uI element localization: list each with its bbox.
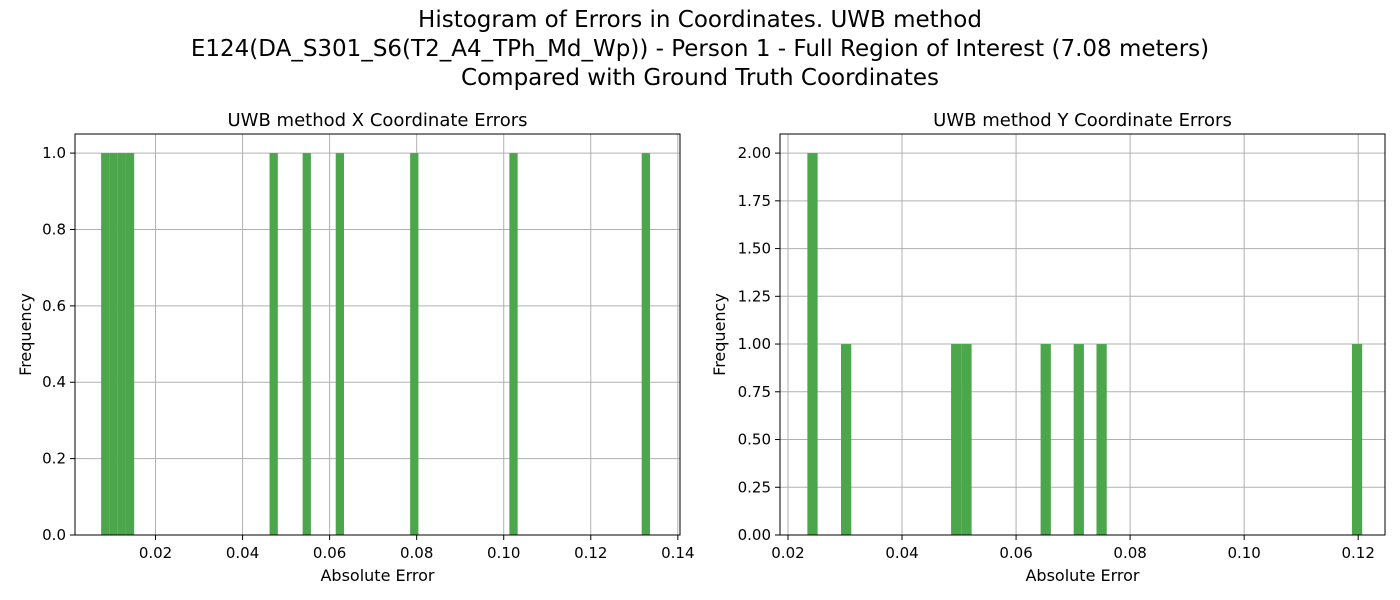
- x-error-histogram-bar: [117, 153, 126, 535]
- x-error-histogram-bar: [101, 153, 110, 535]
- y-error-histogram-ytick-label: 0.00: [738, 526, 771, 544]
- x-error-histogram-bar: [509, 153, 518, 535]
- y-error-histogram-bar: [807, 153, 818, 535]
- x-error-histogram-ticks: 0.02 0.04 0.06 0.08 0.10 0.12 0.14 0.0 0.2 0.4 0.6…: [42, 144, 694, 562]
- y-error-histogram-bars: [807, 153, 1363, 535]
- y-error-histogram-ytick-label: 1.25: [738, 287, 771, 305]
- y-error-histogram-xlabel: Absolute Error: [1025, 566, 1139, 585]
- x-error-histogram-ytick-label: 0.0: [42, 526, 66, 544]
- y-error-histogram: UWB method Y Coordinate Errors Absolute …: [710, 110, 1386, 585]
- x-error-histogram-bar: [109, 153, 118, 535]
- y-error-histogram-bar: [1096, 344, 1107, 535]
- x-error-histogram-ylabel: Frequency: [16, 293, 35, 376]
- x-error-histogram-ytick-label: 1.0: [42, 144, 66, 162]
- y-error-histogram-bar: [841, 344, 852, 535]
- x-error-histogram: UWB method X Coordinate Errors Absolute …: [16, 110, 695, 585]
- x-error-histogram-xtick-label: 0.06: [313, 544, 346, 562]
- y-error-histogram-ytick-label: 0.75: [738, 383, 771, 401]
- x-error-histogram-bar: [125, 153, 135, 535]
- x-error-histogram-plot-frame: [74, 133, 681, 536]
- y-error-histogram-bar: [1040, 344, 1051, 535]
- y-error-histogram-xtick-label: 0.04: [885, 544, 918, 562]
- y-error-histogram-xtick-label: 0.06: [999, 544, 1032, 562]
- x-error-histogram-xtick-label: 0.12: [574, 544, 607, 562]
- y-error-histogram-ytick-label: 2.00: [738, 144, 771, 162]
- y-error-histogram-ytick-label: 1.00: [738, 335, 771, 353]
- x-error-histogram-bar: [410, 153, 419, 535]
- x-error-histogram-grid: [75, 134, 680, 536]
- x-error-histogram-ytick-label: 0.8: [42, 220, 66, 238]
- x-error-histogram-xtick-label: 0.14: [661, 544, 694, 562]
- x-error-histogram-bars: [101, 153, 650, 535]
- y-error-histogram-xtick-label: 0.10: [1227, 544, 1260, 562]
- y-error-histogram-xtick-label: 0.08: [1113, 544, 1146, 562]
- x-error-histogram-ytick-label: 0.6: [42, 297, 66, 315]
- y-error-histogram-bar: [1351, 344, 1363, 535]
- y-error-histogram-xtick-label: 0.02: [771, 544, 804, 562]
- x-error-histogram-bar: [302, 153, 311, 535]
- x-error-histogram-ytick-label: 0.2: [42, 450, 66, 468]
- y-error-histogram-ytick-label: 1.50: [738, 240, 771, 258]
- x-error-histogram-xtick-label: 0.08: [400, 544, 433, 562]
- figure-title-line-1: Histogram of Errors in Coordinates. UWB …: [418, 7, 982, 33]
- y-error-histogram-ylabel: Frequency: [710, 293, 729, 376]
- y-error-histogram-ytick-label: 1.75: [738, 192, 771, 210]
- y-error-histogram-bar: [961, 344, 972, 535]
- figure-title-line-3: Compared with Ground Truth Coordinates: [461, 65, 939, 91]
- y-error-histogram-bar: [1073, 344, 1084, 535]
- y-error-histogram-plot-frame: [779, 133, 1386, 536]
- x-error-histogram-bar: [269, 153, 278, 535]
- x-error-histogram-xtick-label: 0.10: [487, 544, 520, 562]
- x-error-histogram-xlabel: Absolute Error: [320, 566, 434, 585]
- y-error-histogram-xtick-label: 0.12: [1341, 544, 1374, 562]
- y-error-histogram-bar: [951, 344, 962, 535]
- y-error-histogram-ytick-label: 0.25: [738, 478, 771, 496]
- x-error-histogram-bar: [641, 153, 650, 535]
- x-error-histogram-ytick-label: 0.4: [42, 373, 66, 391]
- y-error-histogram-ticks: 0.02 0.04 0.06 0.08 0.10 0.12 0.00 0.25 0.50 0.75…: [738, 144, 1375, 562]
- y-error-histogram-title: UWB method Y Coordinate Errors: [933, 110, 1232, 131]
- x-error-histogram-xtick-label: 0.04: [226, 544, 259, 562]
- x-error-histogram-bar: [335, 153, 344, 535]
- figure-title: Histogram of Errors in Coordinates. UWB …: [0, 6, 1400, 93]
- x-error-histogram-xtick-label: 0.02: [139, 544, 172, 562]
- x-error-histogram-title: UWB method X Coordinate Errors: [228, 110, 528, 131]
- y-error-histogram-ytick-label: 0.50: [738, 431, 771, 449]
- figure-title-line-2: E124(DA_S301_S6(T2_A4_TPh_Md_Wp)) - Pers…: [190, 36, 1210, 62]
